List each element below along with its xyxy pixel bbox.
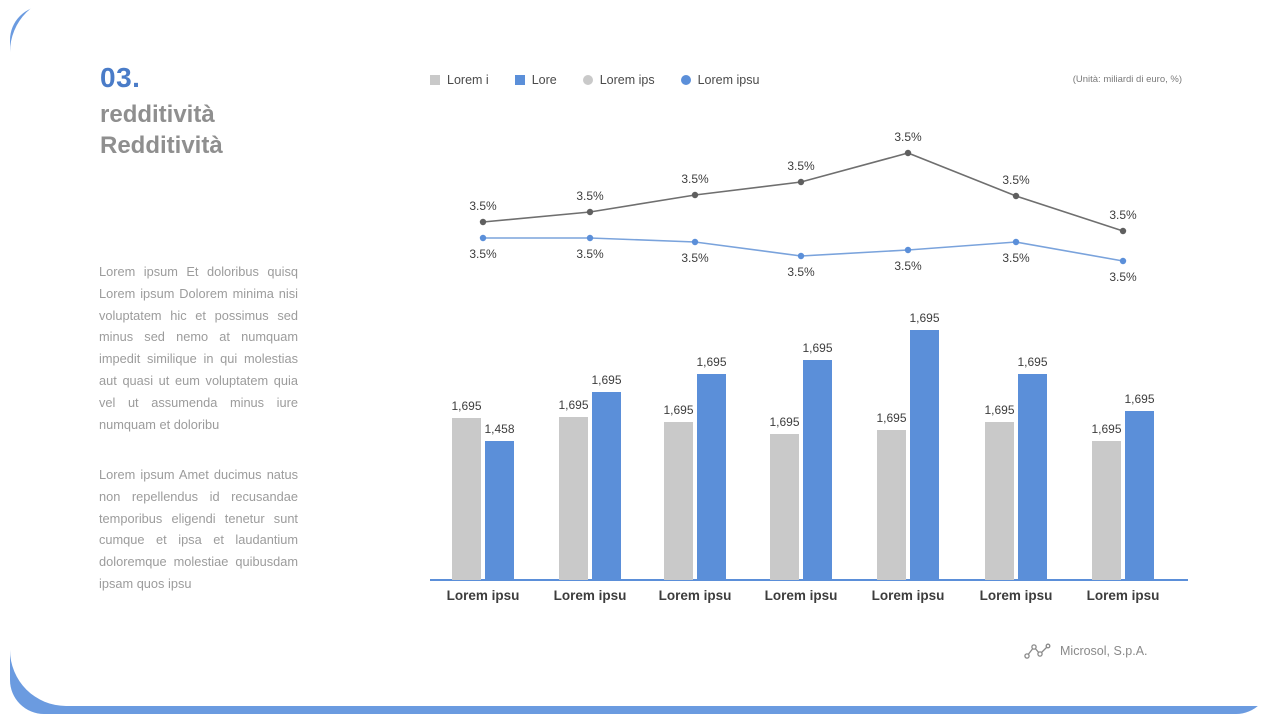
line-point-label: 3.5% — [576, 247, 604, 261]
line-point-marker — [797, 178, 805, 186]
bar-value-label: 1,695 — [1124, 392, 1155, 406]
x-axis-line — [430, 579, 1188, 581]
bar-value-label: 1,695 — [1091, 422, 1122, 436]
bar-gray — [664, 422, 693, 580]
line-point-label: 3.5% — [469, 199, 497, 213]
bar-blue — [1125, 411, 1154, 580]
bar-value-label: 1,695 — [663, 403, 694, 417]
unit-note: (Unità: miliardi di euro, %) — [1072, 74, 1182, 85]
line-point-marker — [1012, 238, 1020, 246]
line-point-marker — [1119, 227, 1127, 235]
line-point-label: 3.5% — [576, 189, 604, 203]
bar-gray — [770, 434, 799, 580]
bar-gray — [877, 430, 906, 580]
line-point-label: 3.5% — [1002, 251, 1030, 265]
line-point-label: 3.5% — [681, 251, 709, 265]
bar-blue — [697, 374, 726, 580]
line-point-label: 3.5% — [894, 130, 922, 144]
category-label: Lorem ipsu — [871, 588, 945, 603]
legend-circle-marker — [582, 75, 593, 85]
category-label: Lorem ipsu — [1086, 588, 1160, 603]
line-point-label: 3.5% — [469, 247, 497, 261]
line-point-label: 3.5% — [894, 259, 922, 273]
line-point-marker — [479, 234, 487, 242]
legend-square-marker — [514, 75, 525, 85]
legend-label: Lorem i — [447, 73, 489, 87]
line-point-marker — [586, 234, 594, 242]
bar-value-label: 1,695 — [1017, 355, 1048, 369]
bar-value-label: 1,695 — [769, 415, 800, 429]
bar-blue — [1018, 374, 1047, 580]
line-point-marker — [1012, 192, 1020, 200]
footer-company-name: Microsol, S.p.A. — [1060, 644, 1148, 658]
footer: Microsol, S.p.A. — [1024, 642, 1148, 660]
category-label: Lorem ipsu — [979, 588, 1053, 603]
legend-circle-marker — [680, 75, 691, 85]
legend-item: Lore — [514, 73, 557, 87]
line-point-label: 3.5% — [681, 172, 709, 186]
slide-title-line1: redditività — [100, 101, 215, 128]
line-point-label: 3.5% — [787, 159, 815, 173]
line-point-marker — [691, 238, 699, 246]
line-point-label: 3.5% — [1002, 173, 1030, 187]
slide-number: 03. — [100, 62, 141, 93]
bar-value-label: 1,458 — [484, 422, 515, 436]
bar-value-label: 1,695 — [451, 399, 482, 413]
category-label: Lorem ipsu — [764, 588, 838, 603]
body-paragraph-1: Lorem ipsum Et doloribus quisq Lorem ips… — [99, 264, 298, 432]
bar-value-label: 1,695 — [876, 411, 907, 425]
line-point-label: 3.5% — [787, 265, 815, 279]
bar-gray — [985, 422, 1014, 580]
category-label: Lorem ipsu — [658, 588, 732, 603]
legend-item: Lorem ips — [582, 73, 655, 87]
line-point-marker — [797, 252, 805, 260]
line-point-marker — [691, 191, 699, 199]
category-label: Lorem ipsu — [553, 588, 627, 603]
body-paragraph-2: Lorem ipsum Amet ducimus natus non repel… — [99, 467, 298, 591]
legend-square-marker — [430, 75, 440, 85]
bar-value-label: 1,695 — [558, 398, 589, 412]
bar-blue — [485, 441, 514, 580]
bar-blue — [592, 392, 621, 580]
bar-gray — [559, 417, 588, 580]
line-point-label: 3.5% — [1109, 270, 1137, 284]
bar-gray — [452, 418, 481, 580]
slide-title-line2: Redditività — [100, 132, 223, 159]
legend-label: Lorem ips — [599, 73, 655, 87]
line-point-marker — [479, 218, 487, 226]
legend-item: Lorem i — [430, 73, 489, 87]
legend-item: Lorem ipsu — [680, 73, 760, 87]
line-point-label: 3.5% — [1109, 208, 1137, 222]
slide-card — [10, 0, 1280, 706]
category-label: Lorem ipsu — [446, 588, 520, 603]
chart-legend: Lorem i Lore Lorem ips Lorem ipsu — [430, 70, 759, 90]
bar-value-label: 1,695 — [802, 341, 833, 355]
bar-value-label: 1,695 — [591, 373, 622, 387]
bar-blue — [803, 360, 832, 580]
bar-blue — [910, 330, 939, 580]
bar-gray — [1092, 441, 1121, 580]
line-point-marker — [1119, 257, 1127, 265]
legend-label: Lore — [531, 73, 557, 87]
molecule-logo-icon — [1024, 643, 1051, 659]
bar-value-label: 1,695 — [696, 355, 727, 369]
bar-value-label: 1,695 — [909, 311, 940, 325]
line-point-marker — [586, 208, 594, 216]
line-point-marker — [904, 149, 912, 157]
line-point-marker — [904, 246, 912, 254]
bar-value-label: 1,695 — [984, 403, 1015, 417]
legend-label: Lorem ipsu — [697, 73, 760, 87]
